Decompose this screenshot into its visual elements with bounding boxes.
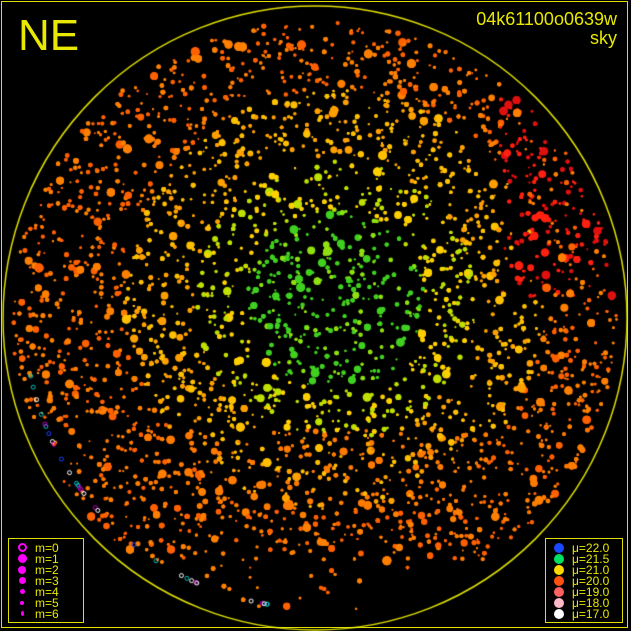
color-swatch-icon bbox=[552, 586, 566, 597]
brightness-label: μ=20.0 bbox=[572, 573, 610, 588]
field-id: 04k61100o0639w bbox=[476, 9, 617, 29]
magnitude-symbol-icon bbox=[15, 543, 29, 552]
color-swatch-icon bbox=[552, 575, 566, 586]
color-swatch-icon bbox=[552, 564, 566, 575]
magnitude-label: m=4 bbox=[35, 584, 59, 599]
brightness-legend-item: μ=18.0 bbox=[552, 595, 616, 610]
brightness-legend-item: μ=17.0 bbox=[552, 606, 616, 621]
magnitude-symbol-icon bbox=[15, 565, 29, 574]
magnitude-label: m=6 bbox=[35, 606, 59, 621]
magnitude-label: m=1 bbox=[35, 551, 59, 566]
color-swatch-icon bbox=[552, 553, 566, 564]
color-swatch-icon bbox=[552, 542, 566, 553]
magnitude-symbol-icon bbox=[15, 611, 29, 616]
color-swatch-icon bbox=[552, 608, 566, 619]
brightness-legend-item: μ=19.0 bbox=[552, 584, 616, 599]
brightness-legend-item: μ=21.5 bbox=[552, 551, 616, 566]
magnitude-legend-item: m=3 bbox=[15, 573, 77, 588]
brightness-label: μ=18.0 bbox=[572, 595, 610, 610]
direction-label: NE bbox=[18, 11, 80, 60]
magnitude-legend-item: m=5 bbox=[15, 595, 77, 610]
magnitude-legend-item: m=2 bbox=[15, 562, 77, 577]
magnitude-symbol-icon bbox=[15, 554, 29, 563]
magnitude-symbol-icon bbox=[15, 600, 29, 605]
magnitude-legend-item: m=0 bbox=[15, 540, 77, 555]
brightness-legend-item: μ=21.0 bbox=[552, 562, 616, 577]
brightness-legend: μ=22.0 μ=21.5 μ=21.0 μ=20.0 μ=19.0 μ=18.0 μ=17… bbox=[545, 538, 623, 623]
brightness-label: μ=22.0 bbox=[572, 540, 610, 555]
magnitude-label: m=0 bbox=[35, 540, 59, 555]
brightness-label: μ=19.0 bbox=[572, 584, 610, 599]
magnitude-symbol-icon bbox=[15, 577, 29, 584]
brightness-label: μ=21.5 bbox=[572, 551, 610, 566]
color-swatch-icon bbox=[552, 597, 566, 608]
magnitude-symbol-icon bbox=[15, 589, 29, 594]
field-mode: sky bbox=[590, 28, 617, 48]
magnitude-label: m=2 bbox=[35, 562, 59, 577]
magnitude-label: m=5 bbox=[35, 595, 59, 610]
magnitude-legend-item: m=6 bbox=[15, 606, 77, 621]
brightness-label: μ=17.0 bbox=[572, 606, 610, 621]
magnitude-legend-item: m=1 bbox=[15, 551, 77, 566]
magnitude-label: m=3 bbox=[35, 573, 59, 588]
brightness-legend-item: μ=22.0 bbox=[552, 540, 616, 555]
brightness-label: μ=21.0 bbox=[572, 562, 610, 577]
magnitude-legend-item: m=4 bbox=[15, 584, 77, 599]
brightness-legend-item: μ=20.0 bbox=[552, 573, 616, 588]
field-info: 04k61100o0639w sky bbox=[476, 10, 617, 48]
magnitude-legend: m=0 m=1 m=2 m=3 m=4 m=5 m=6 bbox=[8, 538, 84, 623]
